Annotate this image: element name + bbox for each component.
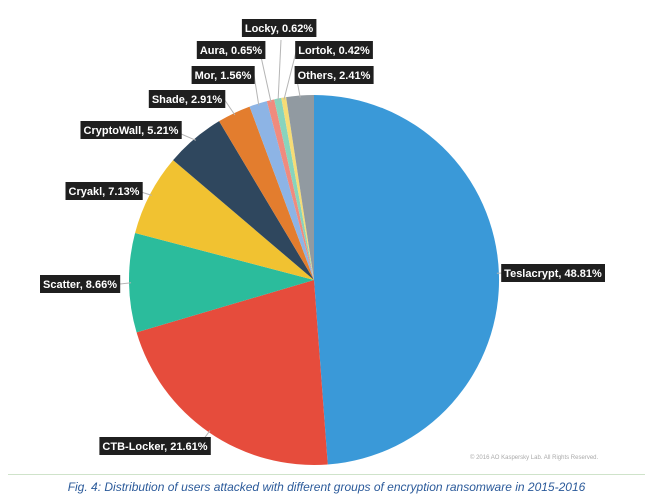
leader-line-scatter bbox=[119, 282, 132, 285]
leader-line-locky bbox=[277, 39, 282, 101]
data-label-box-cryptowall bbox=[80, 121, 182, 139]
data-label-locky: Locky, 0.62% bbox=[241, 19, 317, 37]
slice-labels: Teslacrypt, 48.81% CTB-Locker, 21.61% Scat… bbox=[40, 19, 605, 455]
leader-line-aura bbox=[259, 51, 272, 103]
pie-slice-mor bbox=[249, 101, 314, 280]
data-label-box-mor bbox=[191, 66, 255, 84]
data-label-ctb-locker: CTB-Locker, 21.61% bbox=[99, 437, 211, 455]
pie-slice-teslacrypt bbox=[314, 95, 500, 465]
pie-slice-aura bbox=[266, 99, 314, 280]
data-label-box-teslacrypt bbox=[501, 264, 605, 282]
leader-line-lortok bbox=[283, 51, 297, 100]
copyright-notice: © 2016 AO Kaspersky Lab. All Rights Rese… bbox=[470, 455, 599, 461]
data-label-text-shade: Shade, 2.91% bbox=[152, 94, 223, 106]
data-label-text-lortok: Lortok, 0.42% bbox=[298, 45, 370, 57]
pie-slice-scatter bbox=[128, 233, 314, 333]
data-label-box-lortok bbox=[295, 41, 373, 59]
data-label-box-others bbox=[294, 66, 374, 84]
data-label-text-cryptowall: CryptoWall, 5.21% bbox=[84, 125, 179, 137]
data-label-box-scatter bbox=[40, 275, 121, 293]
data-label-text-others: Others, 2.41% bbox=[298, 70, 371, 82]
data-label-box-shade bbox=[148, 90, 226, 108]
caption-divider bbox=[8, 474, 645, 475]
data-label-lortok: Lortok, 0.42% bbox=[295, 41, 373, 59]
data-label-aura: Aura, 0.65% bbox=[196, 41, 266, 59]
pie-slice-lortok bbox=[281, 97, 314, 281]
data-label-box-aura bbox=[196, 41, 266, 59]
data-label-teslacrypt: Teslacrypt, 48.81% bbox=[501, 264, 605, 282]
figure-caption: Fig. 4: Distribution of users attacked w… bbox=[67, 480, 586, 494]
data-label-box-cryakl bbox=[65, 182, 143, 200]
data-label-mor: Mor, 1.56% bbox=[191, 66, 255, 84]
data-label-text-ctb-locker: CTB-Locker, 21.61% bbox=[102, 441, 207, 453]
data-label-shade: Shade, 2.91% bbox=[148, 90, 226, 108]
data-label-scatter: Scatter, 8.66% bbox=[40, 275, 121, 293]
leader-line-shade bbox=[223, 98, 236, 116]
pie-slice-others bbox=[286, 95, 314, 280]
pie-slice-ctb-locker bbox=[136, 280, 328, 466]
pie-slice-locky bbox=[274, 97, 314, 280]
data-label-box-locky bbox=[241, 19, 317, 37]
data-label-text-aura: Aura, 0.65% bbox=[200, 45, 263, 57]
data-label-text-cryakl: Cryakl, 7.13% bbox=[69, 186, 140, 198]
data-label-text-locky: Locky, 0.62% bbox=[245, 23, 313, 35]
data-label-others: Others, 2.41% bbox=[294, 66, 374, 84]
pie-slice-shade bbox=[219, 106, 314, 280]
pie-slices bbox=[128, 95, 500, 466]
data-label-cryptowall: CryptoWall, 5.21% bbox=[80, 121, 182, 139]
pie-slice-cryptowall bbox=[173, 121, 314, 281]
data-label-cryakl: Cryakl, 7.13% bbox=[65, 182, 143, 200]
data-label-text-teslacrypt: Teslacrypt, 48.81% bbox=[504, 268, 602, 280]
data-label-text-scatter: Scatter, 8.66% bbox=[43, 279, 117, 291]
pie-slice-cryakl bbox=[135, 160, 314, 280]
leader-line-mor bbox=[253, 74, 260, 106]
data-label-box-ctb-locker bbox=[99, 437, 211, 455]
data-label-text-mor: Mor, 1.56% bbox=[195, 70, 252, 82]
